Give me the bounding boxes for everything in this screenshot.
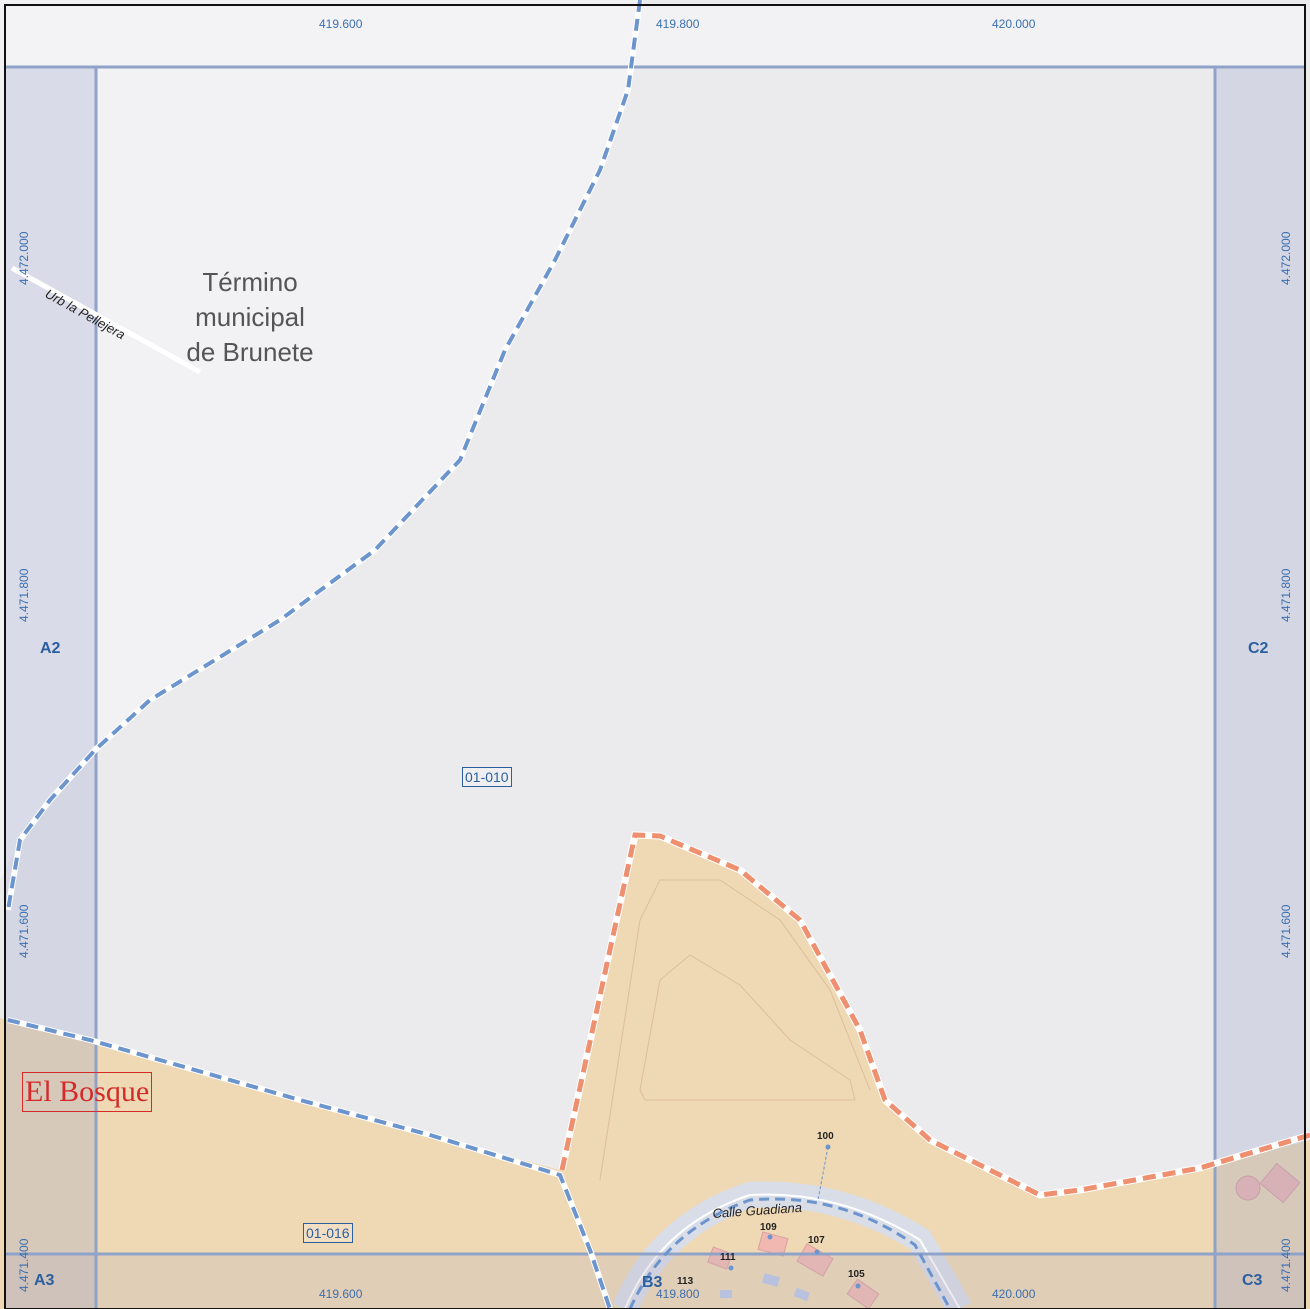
el-bosque-area [0,835,1310,1309]
municipality-line-1: Término [202,267,298,297]
municipality-line-2: municipal [195,302,305,332]
address-105: 105 [848,1269,865,1280]
coord-right-1: 4.472.000 [1279,231,1293,285]
contour-outer [599,879,871,1181]
address-111: 111 [720,1252,736,1263]
calle-guadiana-edge [624,1193,961,1309]
address-109: 109 [760,1222,777,1233]
coord-left-2: 4.471.800 [17,568,31,622]
roundabout-boundary [628,1197,952,1309]
coord-bottom-1: 419.600 [319,1287,363,1301]
coord-right-2: 4.471.800 [1279,568,1293,622]
grid-cell-a2[interactable]: A2 [40,640,61,657]
address-points [728,1144,861,1289]
coord-right-4: 4.471.400 [1279,1238,1293,1292]
town-label: El Bosque [22,1072,153,1112]
grid-cell-c2[interactable]: C2 [1248,640,1269,657]
urb-pellejera-road [10,265,202,375]
address-100: 100 [817,1131,834,1142]
pools [720,1273,810,1302]
coord-left-3: 4.471.600 [17,904,31,958]
address-107: 107 [808,1235,825,1246]
coord-left-4: 4.471.400 [17,1238,31,1292]
coord-right-3: 4.471.600 [1279,904,1293,958]
contour-inner [639,954,856,1101]
grid-cell-a3[interactable]: A3 [34,1272,55,1289]
parcel-label-north[interactable]: 01-010 [462,767,512,787]
municipality-line-3: de Brunete [186,337,314,367]
municipality-label: Término municipal de Brunete [150,265,350,370]
coord-left-1: 4.472.000 [17,231,31,285]
grid-cell-c3[interactable]: C3 [1242,1272,1263,1289]
margin-top [6,6,1305,68]
coord-top-1: 419.600 [319,17,363,31]
grid-cell-b3[interactable]: B3 [642,1274,663,1291]
grid-lines [6,65,1305,1309]
address-leaders [817,1146,829,1201]
coord-top-3: 420.000 [992,17,1036,31]
brunete-area [0,0,640,880]
margin-right [1215,68,1305,1309]
margin-bottom [6,1254,1305,1309]
parcel-label-south[interactable]: 01-016 [303,1223,353,1243]
coord-bottom-3: 420.000 [992,1287,1036,1301]
map-frame [4,4,1306,1309]
address-113: 113 [677,1276,694,1287]
coord-top-2: 419.800 [656,17,700,31]
coord-bottom-2: 419.800 [656,1287,700,1301]
